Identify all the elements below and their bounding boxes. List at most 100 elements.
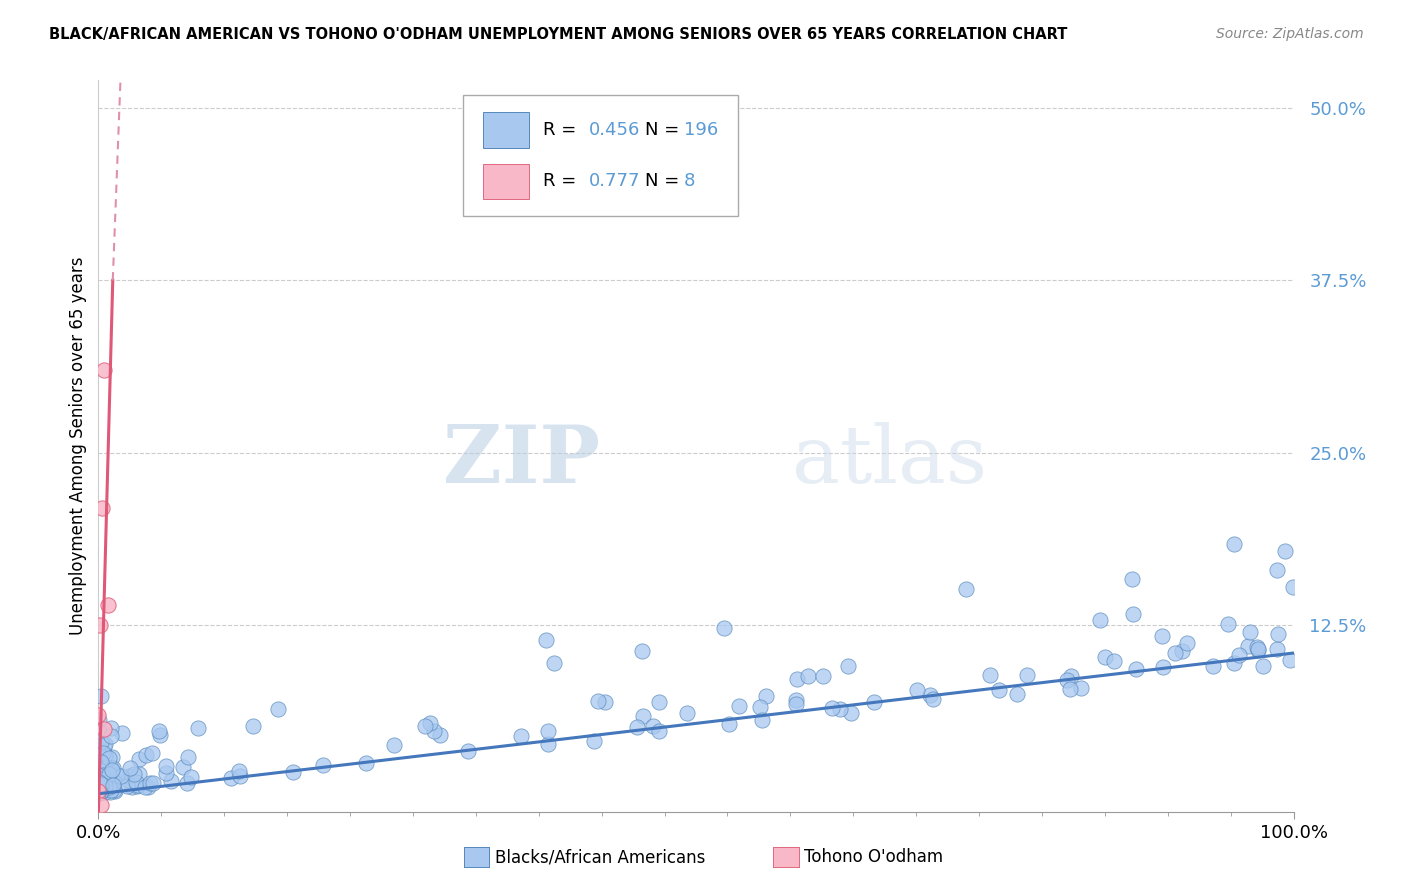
Point: [1017, 668, 1039, 682]
Point: [97, 766, 120, 780]
Point: [149, 728, 172, 742]
Point: [118, 769, 141, 783]
Point: [749, 699, 772, 714]
Point: [100, 783, 122, 797]
Point: [647, 695, 669, 709]
Point: [110, 769, 132, 783]
Point: [281, 765, 304, 780]
Point: [89, 780, 111, 794]
Point: [94, 785, 117, 799]
Point: [1152, 660, 1174, 674]
Point: [630, 643, 652, 657]
Point: [117, 773, 139, 788]
Text: R =: R =: [543, 121, 582, 139]
Point: [93, 739, 115, 753]
Point: [94, 771, 117, 785]
Point: [87, 762, 110, 776]
Point: [89, 769, 111, 783]
Point: [987, 683, 1010, 698]
Point: [93, 768, 115, 782]
Point: [122, 766, 145, 780]
Point: [87, 747, 110, 761]
Point: [955, 582, 977, 597]
Text: Tohono O'odham: Tohono O'odham: [804, 848, 943, 866]
Point: [134, 780, 156, 795]
Point: [115, 779, 138, 793]
Point: [1164, 646, 1187, 660]
Point: [1227, 648, 1250, 662]
Point: [142, 776, 165, 790]
Point: [837, 659, 859, 673]
Point: [1094, 649, 1116, 664]
Point: [918, 688, 941, 702]
Point: [1265, 563, 1288, 577]
Point: [93, 737, 115, 751]
Point: [87, 786, 110, 800]
Point: [111, 726, 134, 740]
Point: [96, 764, 118, 778]
Point: [94, 783, 117, 797]
Point: [98, 751, 121, 765]
Point: [87, 780, 110, 795]
Point: [148, 724, 170, 739]
Point: [785, 693, 807, 707]
Text: 0.777: 0.777: [589, 172, 640, 190]
Point: [135, 747, 157, 762]
Text: R =: R =: [543, 172, 582, 190]
Point: [863, 695, 886, 709]
Point: [1122, 607, 1144, 622]
Point: [1237, 639, 1260, 653]
Point: [87, 750, 110, 764]
Point: [172, 760, 194, 774]
Point: [160, 773, 183, 788]
Point: [457, 744, 479, 758]
Point: [1267, 627, 1289, 641]
Text: ZIP: ZIP: [443, 422, 600, 500]
Point: [87, 783, 110, 797]
Text: Source: ZipAtlas.com: Source: ZipAtlas.com: [1216, 27, 1364, 41]
Y-axis label: Unemployment Among Seniors over 65 years: Unemployment Among Seniors over 65 years: [69, 257, 87, 635]
Point: [786, 672, 808, 686]
Point: [93, 774, 115, 789]
Point: [595, 695, 617, 709]
Point: [91, 782, 114, 797]
Point: [104, 784, 127, 798]
Point: [1060, 669, 1083, 683]
FancyBboxPatch shape: [463, 95, 738, 216]
Point: [100, 778, 122, 792]
Point: [89, 768, 111, 782]
Point: [101, 764, 124, 778]
Point: [413, 719, 436, 733]
Point: [1170, 644, 1192, 658]
Point: [87, 781, 110, 796]
Point: [820, 701, 842, 715]
Point: [98, 770, 121, 784]
Point: [91, 746, 114, 760]
Point: [87, 767, 110, 781]
Point: [187, 722, 209, 736]
Point: [176, 750, 198, 764]
Point: [1102, 654, 1125, 668]
Point: [1239, 625, 1261, 640]
Point: [87, 786, 110, 800]
Point: [103, 783, 125, 797]
Point: [87, 713, 110, 727]
Point: [128, 766, 150, 780]
Point: [1222, 656, 1244, 670]
Point: [98, 785, 121, 799]
Point: [141, 746, 163, 760]
Point: [91, 775, 114, 789]
Point: [839, 706, 862, 720]
Point: [93, 778, 115, 792]
Point: [1246, 640, 1268, 654]
Point: [100, 764, 122, 779]
Point: [382, 738, 405, 752]
Point: [423, 724, 446, 739]
Point: [1090, 614, 1112, 628]
Point: [180, 770, 202, 784]
Point: [87, 775, 110, 789]
Point: [1274, 543, 1296, 558]
Point: [91, 781, 114, 796]
Text: 0.456: 0.456: [589, 121, 640, 139]
Point: [921, 691, 943, 706]
